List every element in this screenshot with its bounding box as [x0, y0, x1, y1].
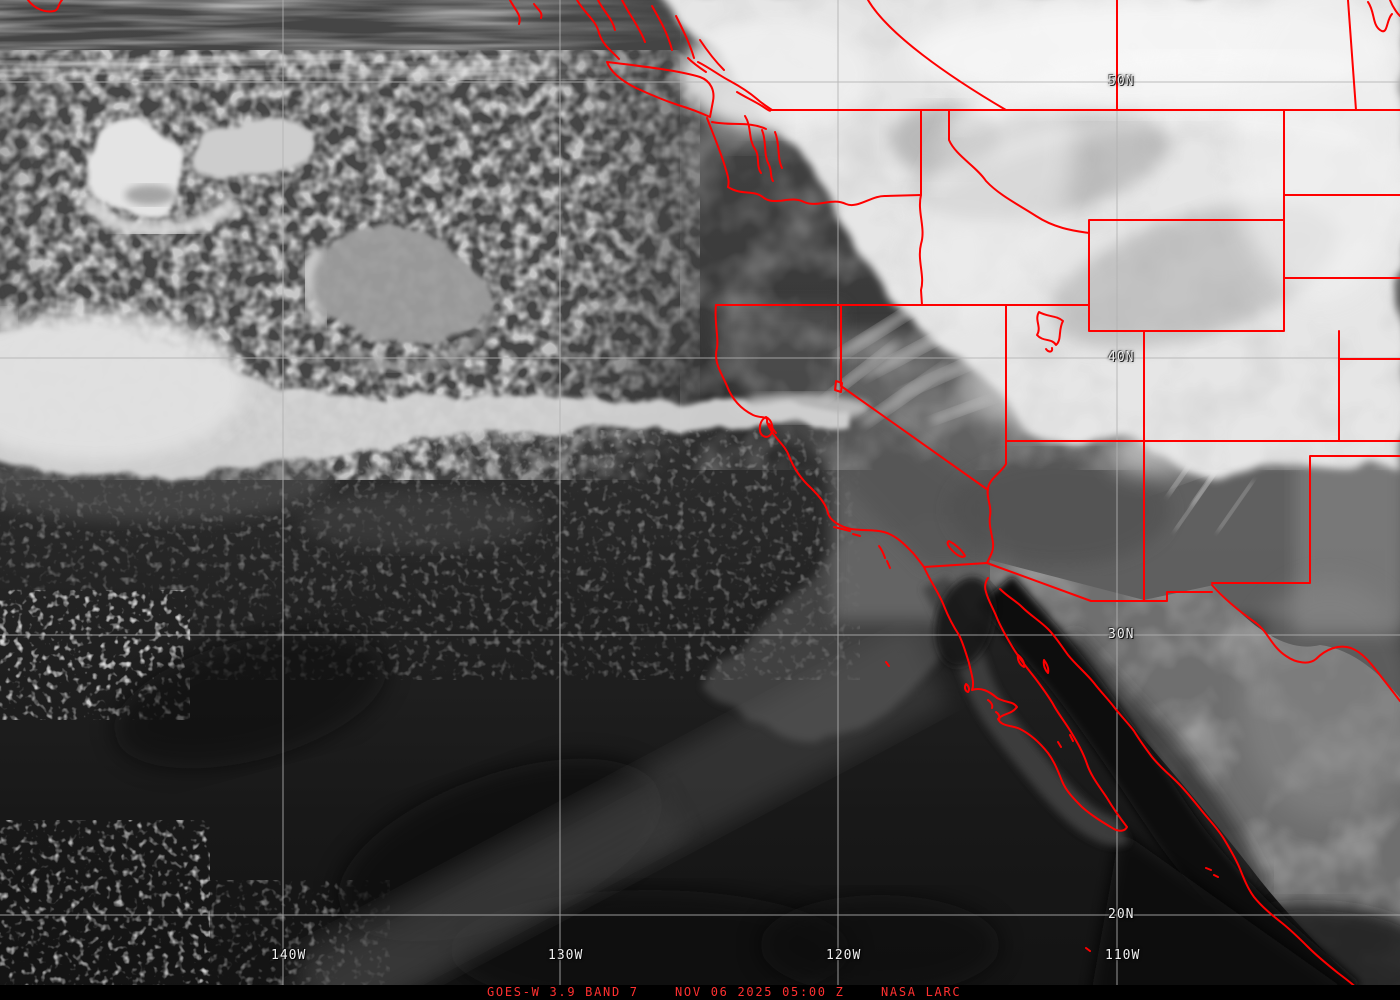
grid-label-120w: 120W: [826, 948, 862, 963]
grid-label-50n: 50N: [1108, 74, 1135, 89]
grid-label-40n: 40N: [1108, 350, 1135, 365]
caption-bar: GOES-W 3.9 BAND 7 NOV 06 2025 05:00 Z NA…: [0, 985, 1400, 1000]
caption-product-name: GOES-W 3.9 BAND 7: [487, 985, 639, 999]
grid-label-130w: 130W: [548, 948, 584, 963]
caption-datetime: NOV 06 2025 05:00 Z: [675, 985, 845, 999]
grid-label-140w: 140W: [271, 948, 307, 963]
grid-label-30n: 30N: [1108, 627, 1135, 642]
grid-label-20n: 20N: [1108, 907, 1135, 922]
map-outline-layer: [27, 0, 1400, 1000]
grid-label-110w: 110W: [1105, 948, 1141, 963]
caption-credit: NASA LARC: [881, 985, 962, 999]
